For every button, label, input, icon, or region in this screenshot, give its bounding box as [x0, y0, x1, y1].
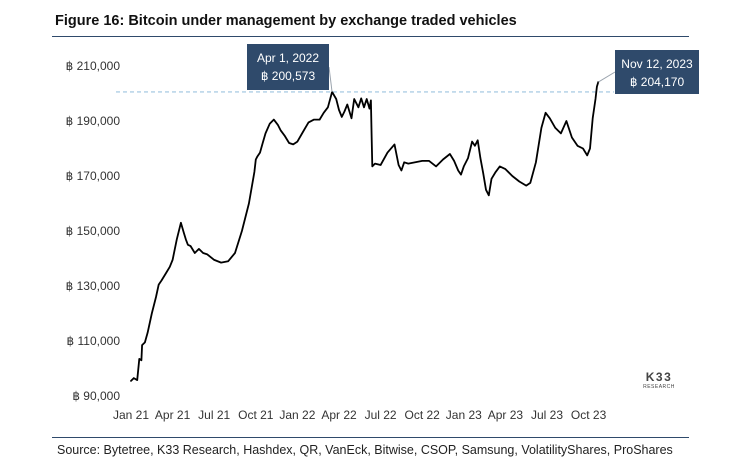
x-tick-label: Oct 21: [238, 408, 274, 422]
y-tick-label: ฿ 190,000: [66, 114, 121, 128]
x-tick-label: Jul 21: [198, 408, 230, 422]
logo-text: K33: [646, 370, 673, 384]
y-tick-label: ฿ 130,000: [66, 279, 121, 293]
y-tick-label: ฿ 90,000: [72, 389, 120, 403]
source-note: Source: Bytetree, K33 Research, Hashdex,…: [57, 443, 673, 457]
x-axis: Jan 21 Apr 21 Jul 21 Oct 21 Jan 22 Apr 22 Jul …: [113, 408, 607, 422]
chart-title: Figure 16: Bitcoin under management by e…: [55, 13, 517, 29]
callout-leader-line: [328, 66, 333, 92]
x-tick-label: Apr 22: [321, 408, 357, 422]
x-tick-label: Jul 22: [365, 408, 397, 422]
logo-subtext: RESEARCH: [643, 384, 675, 390]
x-tick-label: Oct 22: [405, 408, 441, 422]
x-tick-label: Jul 23: [531, 408, 563, 422]
x-tick-label: Jan 21: [113, 408, 149, 422]
callout-value: ฿ 204,170: [630, 75, 685, 89]
y-tick-label: ฿ 150,000: [66, 224, 121, 238]
callout-layer: Apr 1, 2022 ฿ 200,573 Nov 12, 2023 ฿ 204,17…: [247, 44, 699, 94]
series-layer: [130, 81, 600, 382]
x-tick-label: Apr 21: [155, 408, 191, 422]
chart-area: ฿ 90,000 ฿ 110,000 ฿ 130,000 ฿ 150,000 ฿ 170…: [66, 44, 699, 422]
y-tick-label: ฿ 170,000: [66, 169, 121, 183]
k33-logo: K33 RESEARCH: [643, 370, 675, 390]
x-tick-label: Jan 23: [446, 408, 482, 422]
y-tick-label: ฿ 110,000: [67, 334, 121, 348]
callout-value: ฿ 200,573: [261, 69, 316, 83]
y-axis: ฿ 90,000 ฿ 110,000 ฿ 130,000 ฿ 150,000 ฿ 170…: [66, 59, 121, 403]
x-tick-label: Jan 22: [279, 408, 315, 422]
footer-rule: [52, 437, 689, 438]
callout-date: Nov 12, 2023: [621, 57, 693, 71]
callout-leader-line: [598, 71, 616, 83]
callout-date: Apr 1, 2022: [257, 51, 319, 65]
x-tick-label: Apr 23: [488, 408, 524, 422]
series-line: [130, 81, 600, 382]
callout-leaders: [328, 66, 616, 92]
x-tick-label: Oct 23: [571, 408, 607, 422]
title-rule: [52, 36, 689, 37]
y-tick-label: ฿ 210,000: [66, 59, 121, 73]
callout-box: [615, 50, 699, 94]
callout-box: [247, 44, 329, 90]
